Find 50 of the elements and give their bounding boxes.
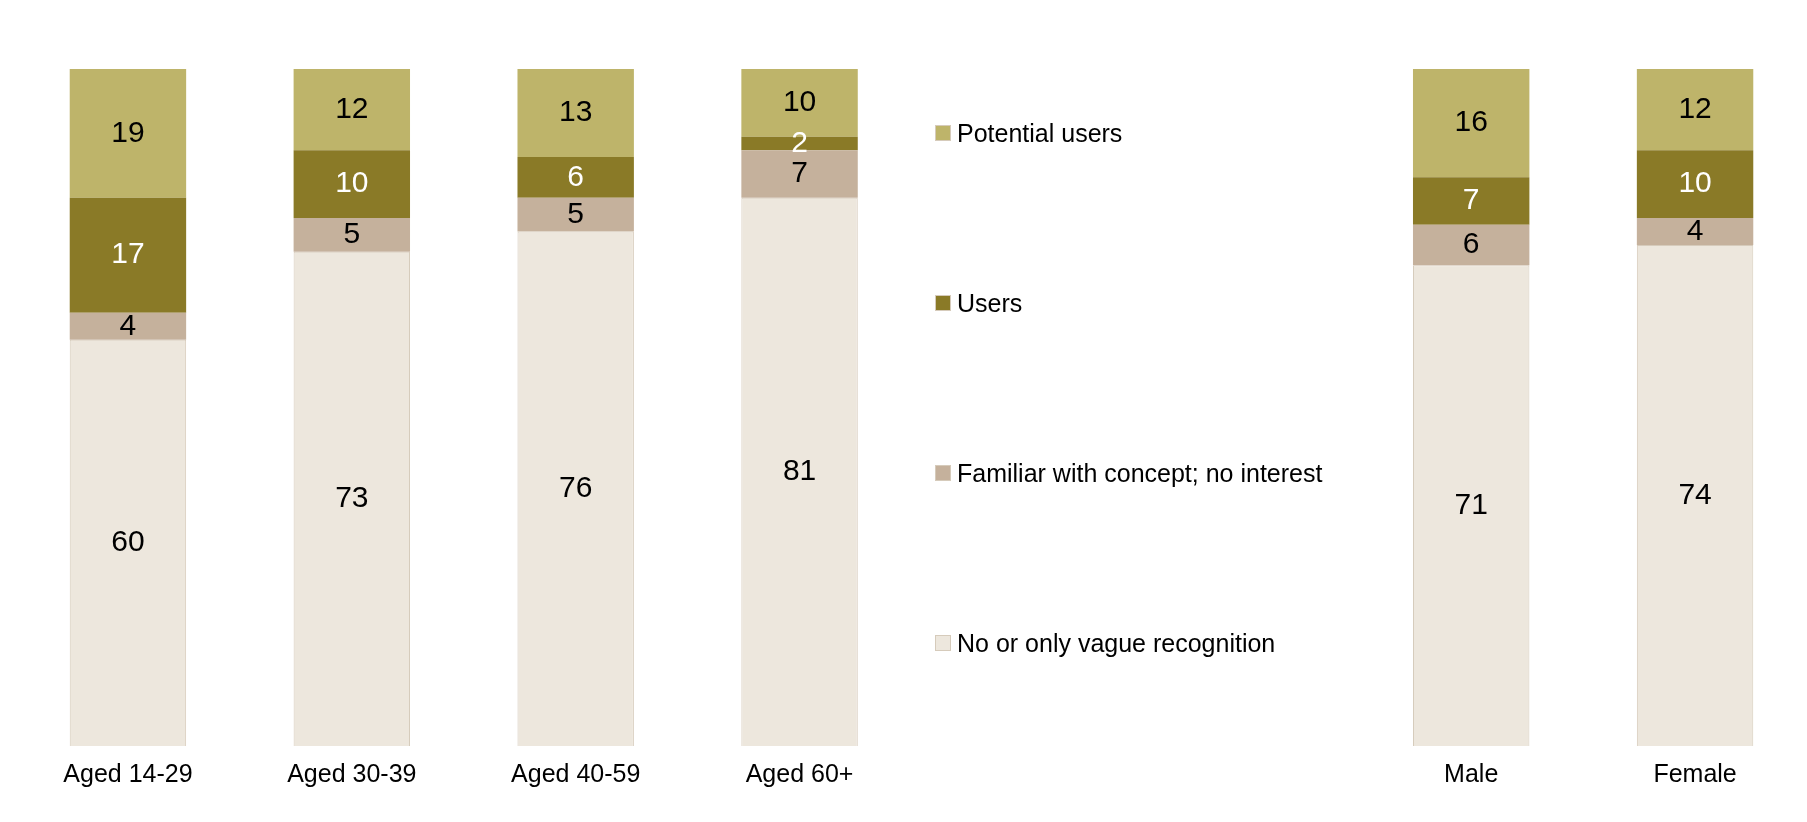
data-label: 16 xyxy=(1454,104,1488,138)
data-label: 4 xyxy=(1686,212,1704,246)
bar xyxy=(741,150,858,198)
data-label: 81 xyxy=(782,453,817,487)
data-label: 4 xyxy=(119,307,137,341)
data-label: 74 xyxy=(1678,476,1712,510)
data-label: 6 xyxy=(1462,226,1480,260)
bar xyxy=(69,197,187,313)
bar xyxy=(1636,217,1754,246)
data-label: 73 xyxy=(335,480,369,514)
data-label: 7 xyxy=(791,155,808,189)
bar xyxy=(293,69,411,151)
legend-label: Users xyxy=(957,288,1023,318)
data-label: 10 xyxy=(1678,165,1712,199)
bar xyxy=(1412,69,1530,178)
bar xyxy=(69,312,187,340)
x-tick-label: Aged 14-29 xyxy=(63,758,193,787)
x-tick-label: Aged 30-39 xyxy=(287,758,417,787)
x-tick-label: Aged 40-59 xyxy=(511,758,641,787)
data-label: 60 xyxy=(111,524,145,558)
x-tick-label: Female xyxy=(1653,758,1737,787)
bar xyxy=(1636,69,1754,151)
data-label: 5 xyxy=(567,195,585,229)
bar xyxy=(1412,177,1530,225)
bar xyxy=(293,217,411,252)
data-label: 6 xyxy=(567,158,585,192)
data-label: 17 xyxy=(111,236,145,270)
x-tick-label: Aged 60+ xyxy=(745,758,854,787)
x-tick-label: Male xyxy=(1444,758,1499,787)
data-label: 10 xyxy=(335,165,369,199)
bar xyxy=(517,197,634,232)
data-label: 19 xyxy=(111,114,145,148)
data-label: 13 xyxy=(559,94,593,128)
bar xyxy=(293,150,411,218)
bar xyxy=(1412,224,1530,266)
data-label: 71 xyxy=(1454,486,1488,520)
legend-label: Familiar with concept; no interest xyxy=(957,458,1323,488)
data-label: 2 xyxy=(791,124,808,158)
bar xyxy=(517,157,634,198)
legend-label: No or only vague recognition xyxy=(957,628,1276,658)
legend-label: Potential users xyxy=(957,118,1123,148)
bar xyxy=(517,69,634,158)
data-label: 10 xyxy=(782,84,817,118)
data-label: 76 xyxy=(559,470,593,504)
bar xyxy=(1636,150,1754,218)
data-label: 7 xyxy=(1462,182,1480,216)
data-label: 12 xyxy=(1678,90,1712,124)
bar xyxy=(69,69,187,198)
data-label: 5 xyxy=(343,216,361,250)
data-label: 12 xyxy=(335,90,369,124)
